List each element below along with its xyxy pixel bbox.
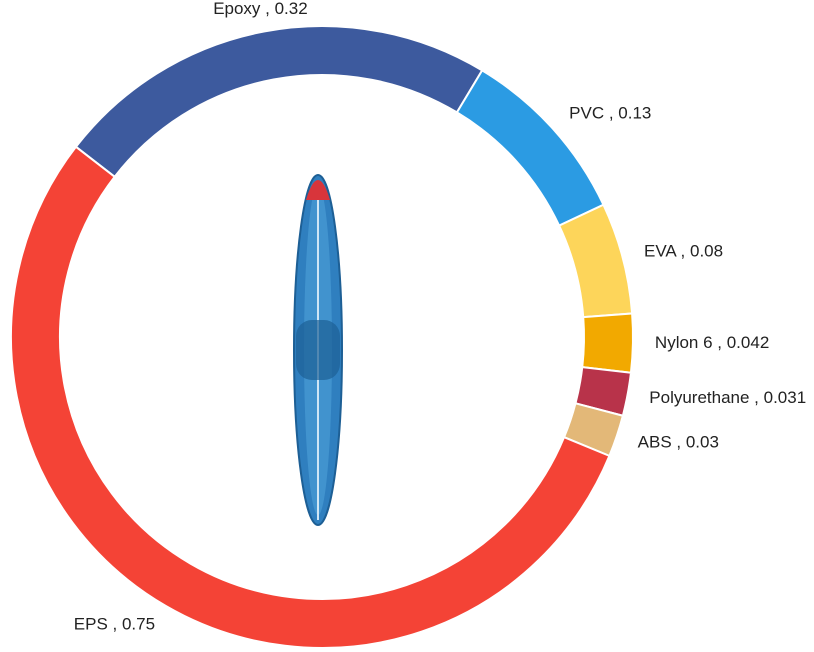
slice: PVC xyxy=(457,70,604,225)
chart: EpoxyPVCEVANylon 6PolyurethaneABSEPS Epo… xyxy=(0,0,814,652)
data-label: Polyurethane , 0.031 xyxy=(649,388,806,407)
center-illustration xyxy=(294,175,342,525)
slice: EVA xyxy=(559,205,632,317)
data-label: PVC , 0.13 xyxy=(569,103,651,122)
slice: Epoxy xyxy=(76,26,482,177)
data-label: Nylon 6 , 0.042 xyxy=(655,333,769,352)
data-label: ABS , 0.03 xyxy=(638,433,719,452)
data-label: EVA , 0.08 xyxy=(644,242,723,261)
data-label: Epoxy , 0.32 xyxy=(213,0,308,18)
data-label: EPS , 0.75 xyxy=(74,615,155,634)
slice: Nylon 6 xyxy=(582,313,633,372)
